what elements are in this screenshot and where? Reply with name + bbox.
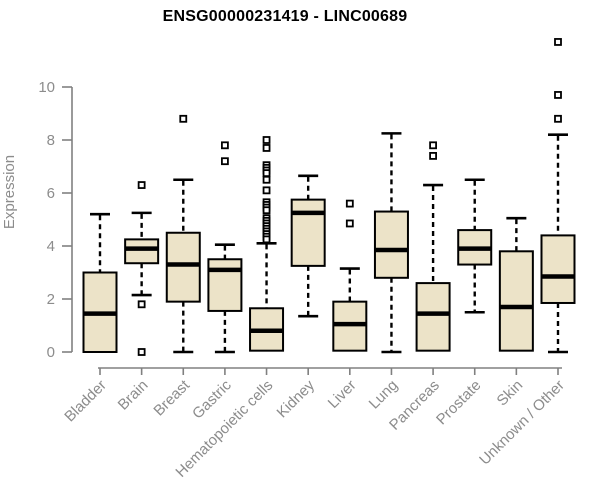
outlier-point (137, 348, 146, 356)
outlier-point (179, 114, 188, 123)
box-skin (498, 216, 534, 352)
outlier-point (262, 136, 271, 144)
y-tick-label: 4 (47, 238, 55, 255)
box-kidney (290, 174, 326, 318)
x-tick-label: Prostate (433, 377, 485, 429)
x-tick-label: Lung (366, 377, 402, 413)
outlier-point (221, 141, 229, 150)
box-hematopoietic-cells (249, 136, 285, 352)
outlier-point (554, 38, 562, 46)
box-brain (124, 181, 160, 356)
boxes (82, 38, 576, 356)
outlier-point (262, 175, 271, 184)
outlier-point (554, 91, 562, 99)
outlier-point (137, 300, 146, 309)
box-prostate (457, 178, 493, 314)
outlier-point (137, 181, 146, 189)
y-tick-label: 8 (47, 132, 55, 149)
y-tick-label: 0 (47, 344, 55, 361)
y-tick-label: 6 (47, 185, 55, 202)
iqr-box (498, 250, 534, 352)
outlier-point (429, 141, 437, 150)
box-liver (332, 199, 368, 352)
outlier-point (262, 169, 271, 178)
x-tick-label: Brain (115, 377, 152, 414)
outlier-point (262, 144, 271, 152)
iqr-box (207, 258, 243, 312)
y-tick-label: 2 (47, 291, 55, 308)
box-pancreas (415, 141, 451, 352)
iqr-box (540, 234, 576, 304)
iqr-box (165, 231, 201, 303)
x-tick-label: Kidney (274, 376, 319, 421)
outlier-point (429, 151, 437, 160)
iqr-box (124, 238, 160, 265)
outlier-point (262, 235, 271, 244)
x-tick-label: Liver (325, 377, 360, 412)
box-breast (165, 114, 201, 354)
y-tick-label: 10 (38, 79, 55, 96)
outlier-point (262, 206, 271, 215)
outlier-point (262, 186, 271, 195)
outlier-point (345, 219, 354, 228)
y-axis-label: Expression (1, 155, 18, 229)
iqr-box (373, 210, 409, 279)
outlier-point (554, 114, 562, 123)
x-tick-label: Skin (494, 377, 527, 410)
iqr-box (290, 198, 326, 267)
iqr-box (415, 282, 451, 352)
box-bladder (82, 212, 118, 353)
x-tick-label: Bladder (61, 377, 110, 426)
x-tick-label: Breast (150, 376, 193, 419)
box-gastric (207, 141, 243, 354)
chart-title: ENSG00000231419 - LINC00689 (162, 8, 408, 25)
box-unknown-other (540, 38, 576, 354)
box-lung (373, 132, 409, 354)
outlier-point (221, 157, 229, 166)
outlier-point (345, 199, 354, 208)
